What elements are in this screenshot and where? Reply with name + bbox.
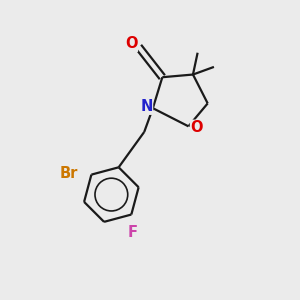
Text: F: F bbox=[128, 225, 138, 240]
Text: O: O bbox=[125, 36, 137, 51]
Text: Br: Br bbox=[60, 166, 78, 181]
Text: N: N bbox=[140, 99, 152, 114]
Text: O: O bbox=[190, 120, 203, 135]
